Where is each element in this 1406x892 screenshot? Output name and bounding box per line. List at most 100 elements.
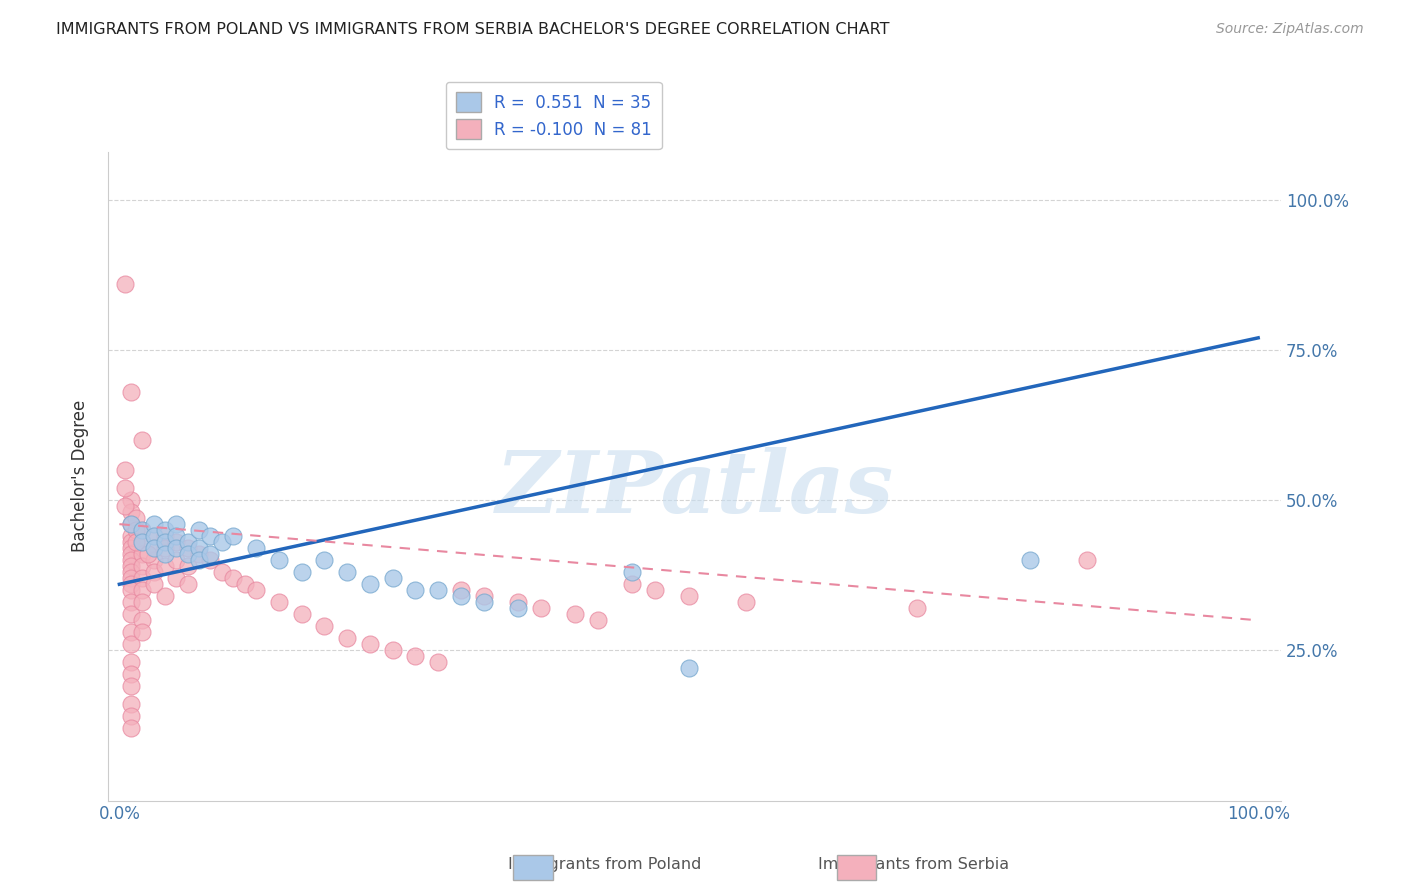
Text: Immigrants from Poland: Immigrants from Poland: [508, 857, 702, 872]
Point: [131, 535, 153, 549]
Point: [125, 523, 148, 537]
Point: [131, 559, 153, 574]
Legend: R =  0.551  N = 35, R = -0.100  N = 81: R = 0.551 N = 35, R = -0.100 N = 81: [446, 82, 662, 149]
Point: [188, 523, 211, 537]
Point: [120, 577, 142, 591]
Point: [165, 535, 187, 549]
Point: [114, 463, 136, 477]
Text: IMMIGRANTS FROM POLAND VS IMMIGRANTS FROM SERBIA BACHELOR'S DEGREE CORRELATION C: IMMIGRANTS FROM POLAND VS IMMIGRANTS FRO…: [56, 22, 890, 37]
Point: [120, 625, 142, 640]
Point: [120, 595, 142, 609]
Point: [290, 566, 312, 580]
Point: [905, 601, 928, 615]
Point: [404, 583, 426, 598]
Point: [267, 553, 290, 567]
Point: [120, 547, 142, 561]
Point: [153, 535, 176, 549]
Point: [586, 613, 609, 627]
Point: [131, 625, 153, 640]
Point: [177, 577, 200, 591]
FancyBboxPatch shape: [837, 855, 876, 880]
Point: [222, 529, 245, 543]
Point: [267, 595, 290, 609]
Point: [120, 493, 142, 508]
Point: [678, 589, 700, 603]
Point: [188, 541, 211, 556]
Point: [165, 553, 187, 567]
Point: [290, 607, 312, 622]
Point: [131, 595, 153, 609]
Point: [136, 547, 159, 561]
Point: [142, 541, 165, 556]
Point: [120, 722, 142, 736]
Point: [200, 553, 222, 567]
Point: [120, 566, 142, 580]
Point: [131, 571, 153, 585]
Point: [404, 649, 426, 664]
Point: [177, 535, 200, 549]
Point: [153, 547, 176, 561]
Point: [177, 547, 200, 561]
Point: [336, 632, 359, 646]
Point: [131, 433, 153, 447]
Point: [131, 547, 153, 561]
Point: [734, 595, 756, 609]
Point: [120, 517, 142, 532]
Point: [381, 571, 404, 585]
Point: [131, 613, 153, 627]
FancyBboxPatch shape: [513, 855, 553, 880]
Point: [211, 535, 233, 549]
Point: [153, 589, 176, 603]
Point: [120, 667, 142, 681]
Point: [120, 384, 142, 399]
Point: [450, 583, 472, 598]
Point: [114, 277, 136, 291]
Point: [678, 661, 700, 675]
Point: [165, 517, 187, 532]
Point: [120, 680, 142, 694]
Point: [188, 547, 211, 561]
Point: [336, 566, 359, 580]
Point: [120, 637, 142, 651]
Point: [120, 535, 142, 549]
Point: [359, 577, 381, 591]
Point: [120, 698, 142, 712]
Point: [1076, 553, 1098, 567]
Point: [177, 541, 200, 556]
Point: [245, 583, 267, 598]
Point: [142, 529, 165, 543]
Point: [620, 577, 643, 591]
Point: [472, 589, 495, 603]
Point: [142, 553, 165, 567]
Point: [142, 517, 165, 532]
Point: [120, 583, 142, 598]
Point: [188, 553, 211, 567]
Point: [620, 566, 643, 580]
Point: [644, 583, 666, 598]
Point: [211, 566, 233, 580]
Point: [131, 523, 153, 537]
Point: [142, 566, 165, 580]
Point: [131, 523, 153, 537]
Point: [472, 595, 495, 609]
Y-axis label: Bachelor's Degree: Bachelor's Degree: [72, 400, 89, 552]
Point: [142, 541, 165, 556]
Point: [114, 499, 136, 513]
Point: [131, 535, 153, 549]
Point: [222, 571, 245, 585]
Point: [131, 583, 153, 598]
Point: [381, 643, 404, 657]
Point: [200, 529, 222, 543]
Point: [153, 523, 176, 537]
Point: [120, 553, 142, 567]
Point: [506, 595, 529, 609]
Point: [233, 577, 256, 591]
Point: [114, 481, 136, 495]
Point: [120, 571, 142, 585]
Point: [314, 619, 336, 633]
Point: [506, 601, 529, 615]
Point: [165, 529, 187, 543]
Point: [120, 607, 142, 622]
Point: [120, 656, 142, 670]
Point: [427, 656, 450, 670]
